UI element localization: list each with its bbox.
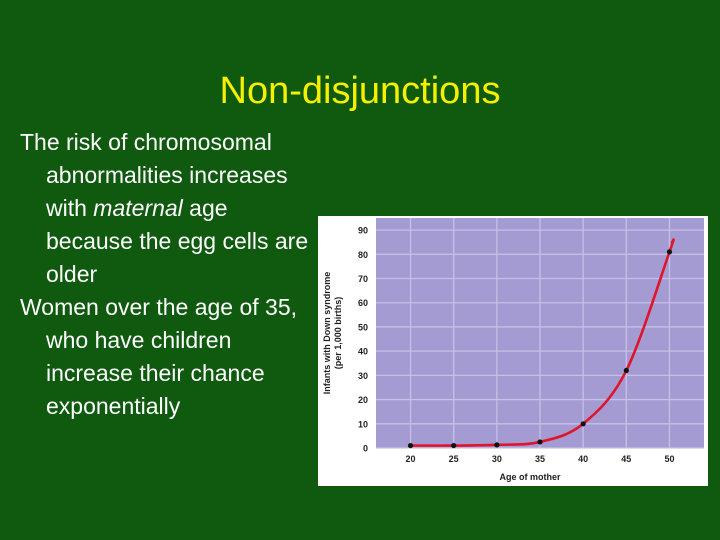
x-tick-label: 50 [664,454,674,464]
series-line [409,238,675,447]
y-tick-label: 50 [358,322,368,332]
data-point [407,442,414,449]
chart-panel: 0 10 20 30 40 50 60 70 80 90 20 25 30 35 40 45 50 Age of … [318,216,708,486]
data-point [623,367,629,374]
x-tick-label: 40 [578,454,588,464]
y-tick-label: 20 [358,395,368,405]
y-tick-label: 40 [358,347,368,357]
bullet-1-text-after: age because the egg cells are older [46,195,309,287]
x-tick-label: 30 [492,454,502,464]
bullet-item-1: The risk of chromosomal abnormalities in… [20,126,320,291]
bullet-list: The risk of chromosomal abnormalities in… [20,126,320,423]
y-tick-label: 90 [358,226,368,236]
x-tick-label: 25 [449,454,459,464]
y-tick-label: 80 [358,250,368,260]
bullet-1-text-before: The risk of chromosomal abnormalities in… [20,129,288,221]
y-tick-label: 60 [358,298,368,308]
data-point [494,442,500,448]
y-axis-label: Infants with Down syndrome [322,272,332,395]
bullet-1-emphasis: maternal [93,195,183,221]
y-axis-label-units: (per 1,000 births) [333,297,343,370]
data-point [580,421,586,427]
down-syndrome-chart: 0 10 20 30 40 50 60 70 80 90 20 25 30 35 40 45 50 Age of … [322,218,704,482]
data-point [537,439,543,445]
x-axis-label: Age of mother [499,472,560,482]
x-tick-label: 20 [406,454,416,464]
data-point [451,442,457,449]
y-tick-label: 30 [358,371,368,381]
x-tick-label: 35 [535,454,545,464]
y-tick-label: 0 [363,444,368,454]
y-tick-label: 10 [358,419,368,429]
data-point [666,249,673,255]
slide-title: Non-disjunctions [219,70,501,112]
x-tick-label: 45 [621,454,631,464]
bullet-item-2: Women over the age of 35, who have child… [20,294,298,419]
y-tick-label: 70 [358,274,368,284]
